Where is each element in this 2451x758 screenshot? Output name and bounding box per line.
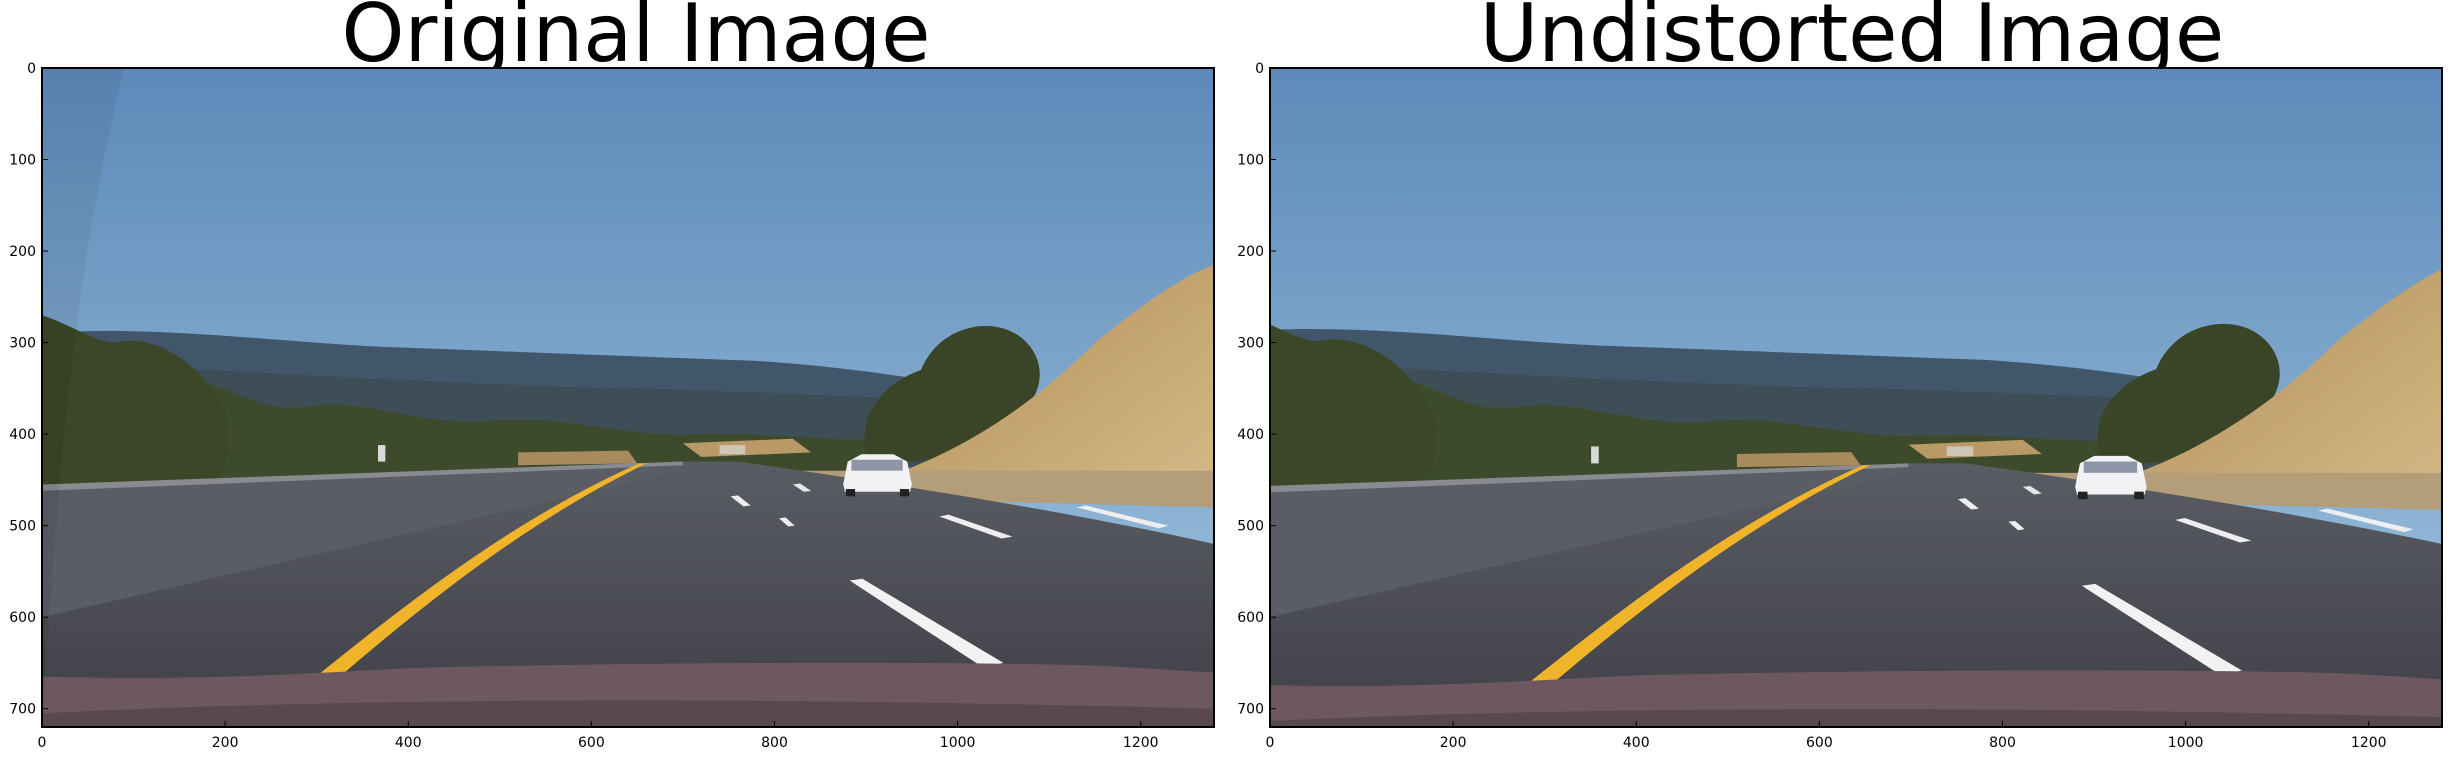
y-tick-label: 500 bbox=[9, 519, 36, 535]
x-tick-label: 1000 bbox=[940, 735, 976, 751]
y-tick-label: 100 bbox=[1237, 153, 1264, 169]
original-axes-frame bbox=[41, 67, 1215, 728]
x-tick-label: 1200 bbox=[1123, 735, 1159, 751]
x-tick-label: 200 bbox=[212, 735, 239, 751]
panel-original: 0 200 400 600 800 1000 1200 0 100 200 300 400 500 600… bbox=[9, 61, 1215, 751]
x-tick-label: 800 bbox=[1989, 735, 2016, 751]
x-tick-label: 400 bbox=[395, 735, 422, 751]
x-tick-label: 600 bbox=[578, 735, 605, 751]
y-tick-label: 400 bbox=[9, 427, 36, 443]
x-tick-label: 200 bbox=[1440, 735, 1467, 751]
y-tick-label: 700 bbox=[1237, 702, 1264, 718]
x-tick-label: 600 bbox=[1806, 735, 1833, 751]
y-tick-label: 200 bbox=[1237, 244, 1264, 260]
y-tick-label: 0 bbox=[1255, 61, 1264, 77]
y-tick-label: 0 bbox=[27, 61, 36, 77]
original-axis-ticks: 0 200 400 600 800 1000 1200 0 100 200 300 400 500 600… bbox=[9, 61, 1158, 751]
y-tick-label: 500 bbox=[1237, 519, 1264, 535]
original-image bbox=[42, 68, 1214, 727]
y-tick-label: 600 bbox=[1237, 610, 1264, 626]
x-tick-label: 0 bbox=[38, 735, 47, 751]
x-tick-label: 1200 bbox=[2351, 735, 2387, 751]
y-tick-label: 200 bbox=[9, 244, 36, 260]
undistorted-image bbox=[1270, 68, 2442, 727]
y-tick-label: 300 bbox=[9, 336, 36, 352]
y-tick-label: 100 bbox=[9, 153, 36, 169]
y-tick-label: 300 bbox=[1237, 336, 1264, 352]
x-tick-label: 400 bbox=[1623, 735, 1650, 751]
x-tick-label: 0 bbox=[1266, 735, 1275, 751]
x-tick-label: 800 bbox=[761, 735, 788, 751]
panel-title-original: Original Image bbox=[341, 0, 931, 80]
x-tick-label: 1000 bbox=[2168, 735, 2204, 751]
undistorted-axis-ticks: 0 200 400 600 800 1000 1200 0 100 200 300 400 500 600… bbox=[1237, 61, 2386, 751]
undistorted-axes-frame bbox=[1269, 67, 2443, 728]
panel-undistorted: 0 200 400 600 800 1000 1200 0 100 200 300 400 500 600… bbox=[1237, 61, 2443, 751]
panel-title-undistorted: Undistorted Image bbox=[1479, 0, 2225, 80]
y-tick-label: 600 bbox=[9, 610, 36, 626]
y-tick-label: 700 bbox=[9, 702, 36, 718]
y-tick-label: 400 bbox=[1237, 427, 1264, 443]
